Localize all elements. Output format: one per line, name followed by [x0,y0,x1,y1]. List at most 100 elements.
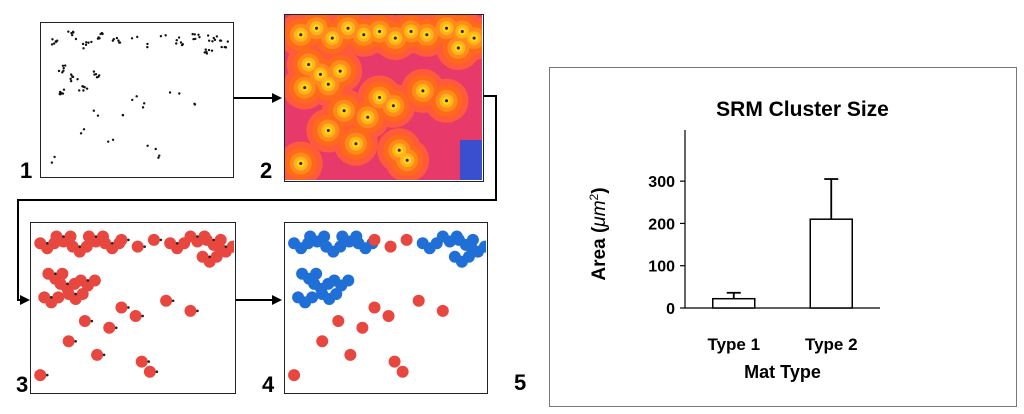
localization-dot [218,39,222,42]
bar-type-2 [809,218,853,309]
localization-dot [213,38,217,42]
chart-title: SRM Cluster Size [716,98,889,121]
cluster-dot [400,233,413,246]
cluster-center-mark [143,245,146,248]
localization-dot [146,45,149,49]
localization-dot [90,40,93,44]
localization-dot [79,132,83,135]
localization-dot [83,86,86,89]
localization-dot [107,140,110,143]
density-peak [346,26,350,30]
panel-5-label: 5 [514,370,527,395]
y-tick-label: 200 [648,216,675,233]
cluster-dot [436,304,449,317]
cluster-dot [368,233,381,246]
localization-dot [62,67,65,70]
y-tick-label: 300 [648,174,675,191]
cluster-size-chart: SRM Cluster Size 0 100 200 300 Type 1 Type 2 Ma… [549,67,1017,407]
density-peak [445,99,449,103]
cluster-center-mark [102,353,106,357]
density-peak [326,129,330,132]
cluster-dot [56,267,69,280]
localization-dot [121,114,125,117]
localization-dot [181,43,184,46]
density-peak [299,162,303,165]
localization-dot [63,64,67,67]
localization-dot [205,50,208,54]
x-axis-label: Mat Type [744,362,821,382]
localization-dot [92,70,96,73]
cluster-center-mark [147,360,151,363]
localization-dot [168,91,172,94]
cluster-dot [64,230,77,243]
cluster-dot [310,267,323,280]
density-peak [315,26,319,30]
density-peak [445,26,449,30]
localization-dot [96,114,100,117]
localization-dot [136,35,139,39]
cluster-center-mark [196,309,199,313]
localization-dot [97,75,100,78]
localization-dot [154,147,157,151]
density-peak [299,33,303,37]
localization-dot [50,161,54,164]
localization-dot [61,71,64,74]
cluster-dot [210,250,223,263]
density-peak [405,158,409,162]
localization-dot [60,91,63,95]
cluster-center-mark [155,370,159,374]
localization-dot [118,41,121,44]
cluster-center-mark [196,235,199,238]
bar-chart-svg: SRM Cluster Size 0 100 200 300 Type 1 Type 2 Ma… [587,98,889,382]
cluster-center-mark [208,255,211,259]
density-peak [330,36,334,40]
density-peak [456,46,460,50]
cluster-center-mark [224,245,228,248]
localization-dot [130,37,134,40]
y-tick-label: 0 [666,301,675,318]
localization-dot [193,103,197,106]
cluster-center-mark [45,241,49,245]
localization-dot [115,36,119,40]
localization-dot [175,42,178,45]
cluster-dot-map [34,230,234,382]
cluster-center-mark [94,235,98,238]
cluster-dot [288,369,301,382]
localization-dot [69,77,72,81]
cluster-center-mark [74,292,77,296]
localization-dot [206,34,210,37]
cluster-dot [147,233,160,246]
density-peak [318,72,322,76]
cluster-dot [52,291,65,304]
localization-dot [142,102,146,105]
density-peak [326,82,330,86]
localization-dot [211,40,214,43]
density-heatmap [285,15,482,180]
density-peak [391,104,395,108]
localization-dot [82,47,85,50]
localization-dot [70,33,74,37]
localization-dot [198,35,201,39]
cluster-dot [318,230,331,243]
raw-localization-plot [50,30,229,164]
cluster-center-mark [90,319,94,323]
localization-dot [85,41,88,44]
density-peak [338,69,342,73]
density-peak [397,148,401,152]
cluster-center-mark [127,238,130,242]
density-peak [425,33,429,37]
cluster-dot [115,301,128,314]
cluster-center-mark [66,282,69,286]
panel-4-classified-map [284,222,488,394]
localization-dot [69,79,73,83]
localization-dot [193,33,196,36]
panel-1-label: 1 [20,158,33,183]
cluster-dot [131,240,144,253]
localization-dot [111,138,115,141]
density-peak [342,109,346,113]
localization-dot [52,42,56,45]
localization-dot [100,31,104,35]
localization-dot [51,38,54,41]
cluster-dot [115,233,128,246]
localization-dot [207,39,211,42]
